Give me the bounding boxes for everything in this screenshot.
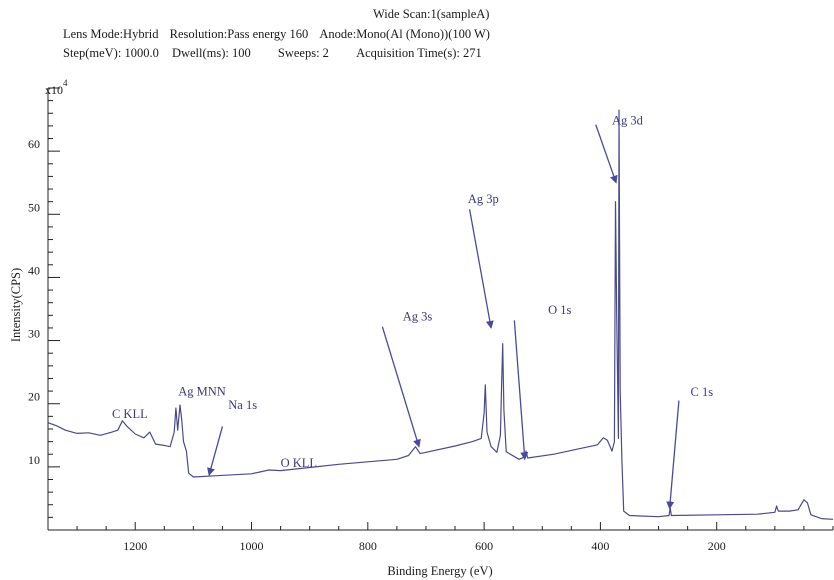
peak-label: Ag 3d [612, 114, 644, 128]
y-tick-label: 30 [28, 327, 40, 341]
peak-label: Na 1s [228, 398, 257, 412]
x-tick-label: 400 [591, 539, 609, 553]
y-multiplier-exponent: 4 [63, 78, 68, 88]
y-axis-title: Intensity(CPS) [9, 268, 23, 342]
x-tick-label: 800 [359, 539, 377, 553]
peak-label: Ag MNN [178, 385, 226, 399]
x-tick-label: 1200 [123, 539, 147, 553]
acquisition-time: Acquisition Time(s): 271 [356, 46, 482, 60]
y-multiplier: x104 [45, 78, 68, 97]
peak-arrow [468, 209, 494, 329]
step-mev: Step(meV): 1000.0 [63, 46, 159, 60]
y-tick-label: 40 [28, 263, 40, 277]
dwell-ms: Dwell(ms): 100 [171, 46, 251, 60]
series-group [47, 109, 834, 520]
peak-arrow [513, 320, 529, 461]
y-tick-label: 10 [28, 453, 40, 467]
spectrum-line [47, 109, 834, 520]
peak-arrow [595, 124, 618, 184]
sweeps: Sweeps: 2 [277, 46, 329, 60]
scan-title: Wide Scan:1(sampleA) [373, 7, 497, 22]
peak-arrow [207, 426, 224, 477]
y-tick-label: 60 [28, 137, 40, 151]
x-tick-label: 600 [475, 539, 493, 553]
peak-label: C KLL [112, 407, 148, 421]
x-tick-label: 200 [708, 539, 726, 553]
y-multiplier-base: x10 [45, 83, 63, 97]
anode: Anode:Mono(Al (Mono))(100 W) [319, 27, 490, 41]
header-line-1: Lens Mode:Hybrid Resolution:Pass energy … [63, 27, 498, 42]
header-line-2: Step(meV): 1000.0 Dwell(ms): 100 Sweeps:… [63, 46, 490, 61]
peak-label: O 1s [548, 303, 571, 317]
peak-label: C 1s [691, 385, 714, 399]
y-tick-label: 20 [28, 390, 40, 404]
peak-arrow [666, 400, 680, 510]
y-tick-label: 50 [28, 200, 40, 214]
lens-mode: Lens Mode:Hybrid [63, 27, 159, 41]
peak-arrow [381, 326, 421, 448]
peak-label: Ag 3s [403, 309, 433, 323]
peak-label: Ag 3p [468, 192, 499, 206]
x-tick-label: 1000 [240, 539, 264, 553]
resolution: Resolution:Pass energy 160 [169, 27, 309, 41]
peak-label: O KLL [281, 456, 317, 470]
scan-title-text: Wide Scan:1(sampleA) [373, 7, 490, 21]
x-axis-title: Binding Energy (eV) [387, 564, 492, 578]
axes: 10 20 30 40 50 60 1200 1000 800 600 400 200 [28, 87, 834, 553]
